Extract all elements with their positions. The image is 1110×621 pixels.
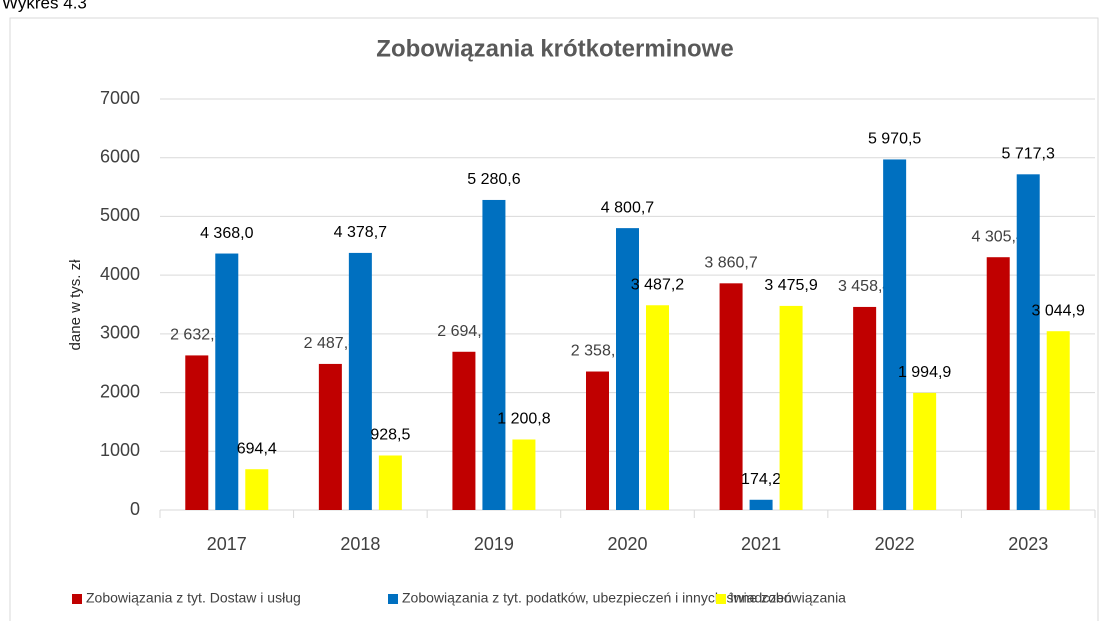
data-label: 5 970,5 — [868, 131, 921, 148]
bar — [215, 253, 239, 510]
data-label: 1 994,9 — [898, 364, 951, 381]
x-tick-label: 2017 — [207, 534, 247, 554]
x-tick-label: 2020 — [607, 534, 647, 554]
bar — [883, 159, 907, 510]
data-label: 2 694,9 — [437, 323, 490, 340]
bar — [646, 305, 669, 510]
y-tick-label: 1000 — [100, 440, 140, 460]
data-label: 3 860,7 — [704, 255, 757, 272]
x-tick-label: 2019 — [474, 534, 514, 554]
y-axis-title: dane w tys. zł — [67, 259, 84, 351]
y-tick-label: 7000 — [100, 88, 140, 108]
x-tick-label: 2023 — [1008, 534, 1048, 554]
legend-label: Zobowiązania z tyt. podatków, ubezpiecze… — [402, 590, 792, 606]
chart-frame — [9, 17, 1099, 621]
data-label: 2 487,8 — [304, 335, 357, 352]
data-label: 3 458,4 — [838, 278, 891, 295]
data-label: 4 305,4 — [972, 228, 1025, 245]
data-label: 2 358,5 — [571, 343, 624, 360]
legend-swatch — [388, 594, 398, 604]
bar — [378, 455, 402, 510]
legend-swatch — [72, 594, 82, 604]
bar — [913, 392, 937, 510]
y-tick-label: 3000 — [100, 323, 140, 343]
bar — [482, 199, 506, 510]
data-label: 2 632,8 — [170, 327, 223, 344]
bar — [1046, 331, 1070, 510]
y-tick-label: 6000 — [100, 146, 140, 166]
bar — [853, 306, 877, 510]
data-label: 694,4 — [237, 440, 277, 457]
x-tick-label: 2021 — [741, 534, 781, 554]
data-label: 3 487,2 — [631, 276, 684, 293]
data-label: 928,5 — [370, 427, 410, 444]
y-tick-label: 2000 — [100, 381, 140, 401]
x-tick-label: 2018 — [340, 534, 380, 554]
legend-label: Zobowiązania z tyt. Dostaw i usług — [86, 590, 301, 606]
data-label: 3 475,9 — [764, 277, 817, 294]
data-label: 4 368,0 — [200, 225, 253, 242]
data-label: 4 378,7 — [334, 224, 387, 241]
data-label: 5 280,6 — [467, 171, 520, 188]
bar — [719, 283, 743, 510]
bar — [245, 469, 269, 510]
x-tick-label: 2022 — [875, 534, 915, 554]
bar — [452, 351, 476, 510]
y-tick-label: 5000 — [100, 205, 140, 225]
y-tick-label: 4000 — [100, 264, 140, 284]
bar — [185, 355, 209, 510]
bar — [586, 371, 609, 510]
data-label: 4 800,7 — [601, 199, 654, 216]
bar — [986, 257, 1010, 510]
data-label: 3 044,9 — [1032, 302, 1085, 319]
bar — [749, 499, 773, 510]
bar — [512, 439, 536, 510]
legend-swatch — [716, 594, 726, 604]
caption: Wykres 4.3 — [2, 0, 87, 12]
bar — [1016, 174, 1040, 511]
bar — [318, 363, 342, 510]
chart-title: Zobowiązania krótkoterminowe — [376, 35, 733, 62]
legend-label: Inne zobowiązania — [730, 590, 846, 606]
y-tick-label: 0 — [130, 499, 140, 519]
bar — [779, 305, 803, 510]
bar — [616, 228, 639, 511]
data-label: 5 717,3 — [1002, 146, 1055, 163]
data-label: 1 200,8 — [497, 411, 550, 428]
data-label: 174,2 — [741, 471, 781, 488]
bar — [348, 252, 372, 510]
